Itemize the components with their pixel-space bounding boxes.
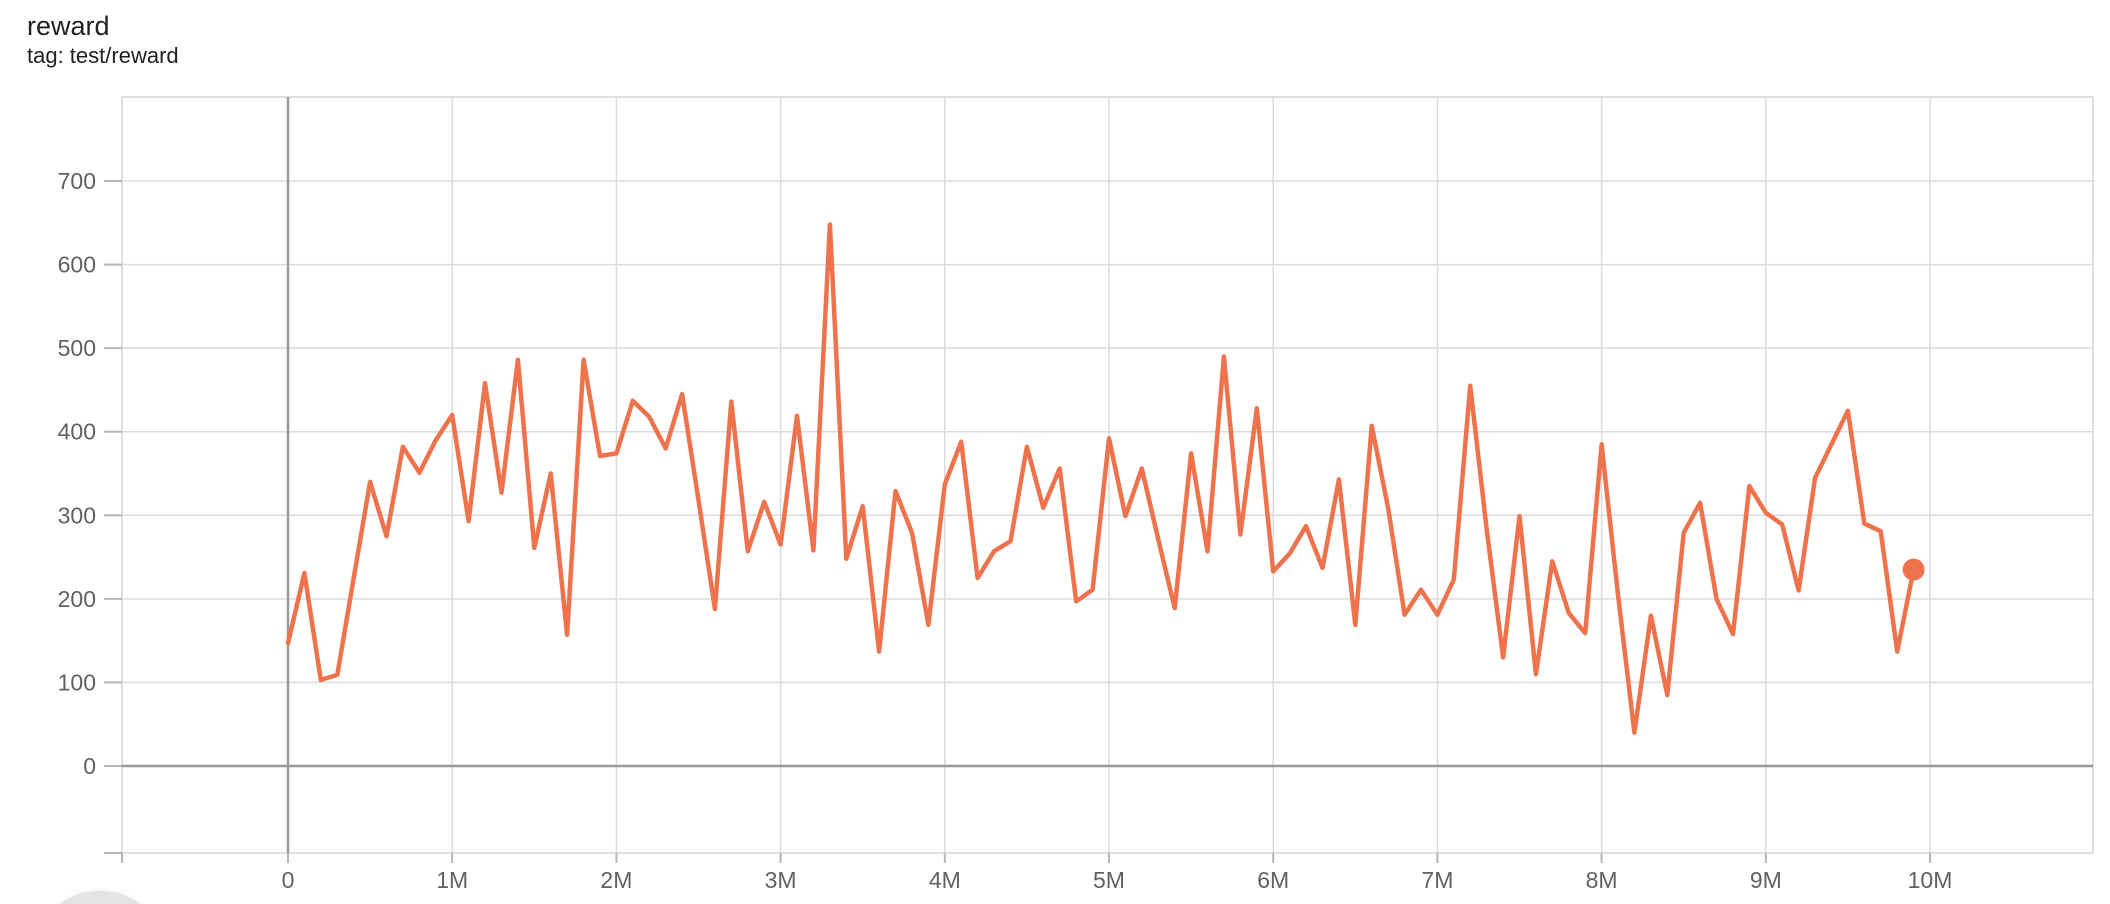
y-tick-label: 600	[58, 252, 96, 278]
zero-axes	[122, 97, 2093, 853]
x-tick-label: 10M	[1908, 867, 1953, 893]
y-tick-label: 200	[58, 586, 96, 612]
x-tick-label: 7M	[1421, 867, 1453, 893]
x-tick-label: 0	[282, 867, 295, 893]
plot-frame	[121, 96, 2094, 854]
y-tick-label: 0	[83, 753, 96, 779]
y-tick-label: 300	[58, 502, 96, 528]
x-tick-label: 9M	[1750, 867, 1782, 893]
reward-series-line[interactable]	[285, 222, 1916, 735]
chart-title: reward	[27, 11, 110, 41]
chart-tag-subtitle: tag: test/reward	[27, 43, 179, 69]
x-tick-label: 2M	[600, 867, 632, 893]
x-axis-labels: 0 1M 2M 3M 4M 5M 6M 7M 8M 9M 10M	[282, 867, 1953, 893]
y-tick-label: 400	[58, 419, 96, 445]
axis-ticks	[104, 180, 1931, 863]
x-tick-label: 6M	[1257, 867, 1289, 893]
y-tick-label: 700	[58, 168, 96, 194]
x-tick-label: 5M	[1093, 867, 1125, 893]
chart-header: reward tag: test/reward	[27, 10, 179, 70]
gridlines	[122, 97, 2093, 853]
x-tick-label: 4M	[929, 867, 961, 893]
y-axis-labels: 0 100 200 300 400 500 600 700	[58, 168, 96, 779]
x-tick-label: 1M	[436, 867, 468, 893]
x-tick-label: 8M	[1586, 867, 1618, 893]
x-tick-label: 3M	[765, 867, 797, 893]
series-end-marker-dot[interactable]	[1902, 558, 1925, 581]
y-tick-label: 100	[58, 669, 96, 695]
y-tick-label: 500	[58, 335, 96, 361]
